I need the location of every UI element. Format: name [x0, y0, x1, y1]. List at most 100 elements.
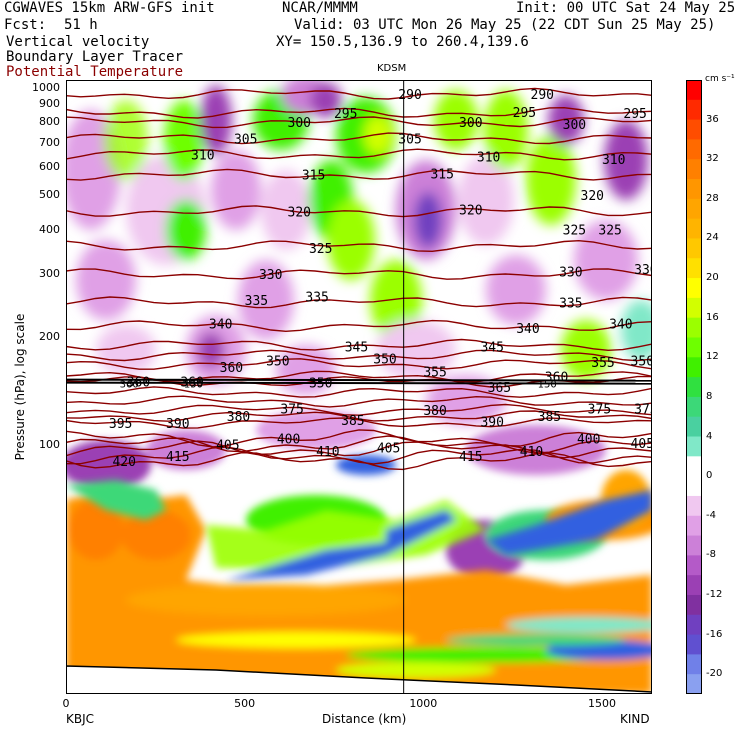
theta-label-330: 330: [259, 268, 282, 283]
colorbar-label-16: 16: [706, 311, 719, 323]
theta-label-290: 290: [398, 88, 421, 103]
theta-label-380: 380: [227, 410, 250, 425]
y-tick-600: 600: [39, 159, 60, 173]
theta-contour-375: [66, 386, 652, 398]
theta-contour-390: [66, 410, 652, 422]
theta-label-350: 350: [631, 354, 652, 369]
theta-contour-335: [66, 296, 652, 309]
theta-label-315: 315: [430, 167, 453, 182]
theta-contour-315: [66, 168, 652, 181]
tracer-label: 150: [538, 380, 557, 391]
theta-label-355: 355: [423, 366, 446, 381]
theta-contour-350: [66, 349, 652, 362]
colorbar-label--8: -8: [706, 549, 716, 561]
theta-label-410: 410: [316, 445, 339, 460]
colorbar-swatch: [686, 674, 702, 694]
y-tick-700: 700: [39, 135, 60, 149]
init-time: Init: 00 UTC Sat 24 May 25: [516, 0, 736, 16]
theta-label-360: 360: [220, 361, 243, 376]
tracer-line: [66, 378, 652, 382]
theta-label-375: 375: [588, 403, 611, 418]
right-station-label: KIND: [620, 712, 650, 726]
colorbar-swatch: [686, 416, 702, 438]
theta-contour-420: [66, 451, 652, 471]
colorbar-swatch: [686, 614, 702, 636]
theta-label-330: 330: [634, 263, 652, 278]
valid-time: Valid: 03 UTC Mon 26 May 25 (22 CDT Sun …: [294, 17, 716, 33]
colorbar-swatch: [686, 198, 702, 220]
theta-label-290: 290: [531, 88, 554, 103]
theta-label-420: 420: [112, 455, 135, 470]
theta-label-350: 350: [373, 353, 396, 368]
theta-label-385: 385: [538, 410, 561, 425]
x-tick-0: 0: [62, 697, 70, 710]
theta-label-360: 360: [180, 376, 203, 391]
theta-label-295: 295: [513, 106, 536, 121]
colorbar-label-0: 0: [706, 470, 713, 482]
theta-label-405: 405: [216, 439, 239, 454]
colorbar-swatch: [686, 575, 702, 596]
theta-label-355: 355: [591, 356, 614, 371]
upper-velocity-field: [66, 80, 652, 425]
colorbar-swatch: [686, 317, 702, 338]
colorbar-swatch: [686, 119, 702, 140]
colorbar-label-8: 8: [706, 390, 713, 402]
theta-label-405: 405: [377, 442, 400, 457]
y-tick-200: 200: [39, 330, 60, 344]
field-potential-temperature: Potential Temperature: [6, 64, 184, 80]
theta-label-320: 320: [581, 189, 604, 204]
theta-label-375: 375: [280, 403, 303, 418]
y-tick-500: 500: [39, 188, 60, 201]
xy-range: XY= 150.5,136.9 to 260.4,139.6: [276, 34, 529, 50]
colorbar-swatch: [686, 436, 702, 457]
colorbar-swatch: [686, 218, 702, 239]
theta-contours: [66, 87, 652, 471]
theta-label-335: 335: [245, 294, 268, 309]
theta-label-345: 345: [480, 341, 503, 356]
y-tick-800: 800: [39, 115, 60, 129]
theta-label-340: 340: [209, 318, 232, 333]
colorbar-swatch: [686, 258, 702, 279]
theta-contour-405: [66, 435, 652, 454]
colorbar-label-4: 4: [706, 430, 713, 442]
theta-label-305: 305: [234, 132, 257, 147]
theta-label-310: 310: [602, 153, 625, 168]
theta-contour-305: [66, 132, 652, 145]
theta-label-415: 415: [166, 450, 189, 465]
terrain: [66, 665, 652, 694]
y-tick-300: 300: [39, 267, 60, 281]
colorbar-label-28: 28: [706, 192, 719, 204]
theta-contour-410: [66, 440, 652, 459]
tracer-label: 150: [184, 380, 203, 391]
x-tick-1000: 1000: [409, 697, 438, 710]
theta-label-400: 400: [277, 432, 300, 447]
colorbar-swatch: [686, 99, 702, 121]
theta-label-365: 365: [488, 381, 511, 396]
y-tick-900: 900: [39, 96, 60, 110]
theta-label-360: 360: [127, 376, 150, 391]
colorbar-swatch: [686, 535, 702, 556]
y-tick-100: 100: [39, 437, 60, 451]
theta-contour-320: [66, 205, 652, 218]
cross-section-plot: 360150150 420415405410405400415410400405…: [66, 80, 652, 694]
theta-contour-340: [66, 319, 652, 333]
x-tick-1500: 1500: [587, 697, 616, 710]
theta-label-300: 300: [459, 116, 482, 131]
colorbar-swatch: [686, 238, 702, 259]
fcst-value: 51 h: [64, 17, 98, 33]
y-tick-400: 400: [39, 222, 60, 236]
colorbar-swatch: [686, 634, 702, 655]
theta-contour-345: [66, 338, 652, 352]
plot-frame: [66, 80, 652, 694]
theta-label-390: 390: [480, 415, 503, 430]
colorbar-swatch: [686, 80, 702, 101]
theta-contour-380: [66, 395, 652, 408]
theta-contour-310: [66, 148, 652, 161]
center-name: NCAR/MMMM: [282, 0, 358, 16]
theta-label-310: 310: [191, 148, 214, 163]
theta-contour-360: [66, 370, 652, 383]
theta-contour-355: [66, 358, 652, 370]
theta-label-390: 390: [166, 417, 189, 432]
tracer-label: 360: [120, 380, 139, 391]
colorbar-label--20: -20: [706, 668, 723, 680]
